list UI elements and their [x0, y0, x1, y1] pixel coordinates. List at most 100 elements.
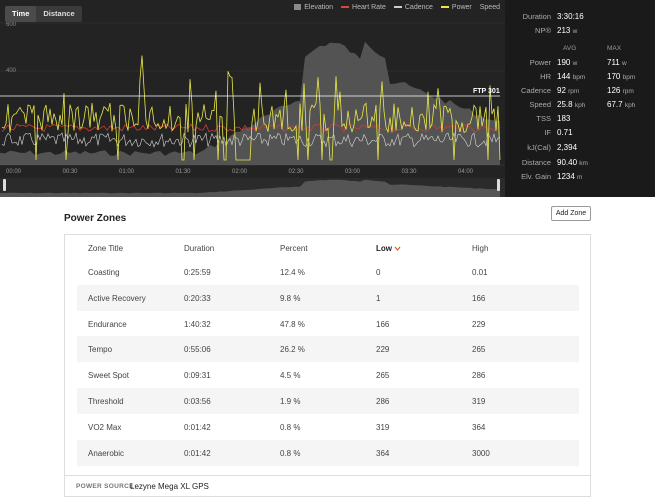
legend-power-label: Power: [451, 4, 472, 11]
stat-elev-label: Elv. Gain: [521, 172, 551, 181]
cell-duration: 0:01:42: [184, 422, 211, 432]
stat-if-label: IF: [544, 128, 551, 137]
cell-zone: VO2 Max: [88, 422, 122, 432]
cell-percent: 26.2 %: [280, 345, 305, 355]
range-handle-left[interactable]: [3, 179, 6, 191]
legend-cadence[interactable]: Cadence: [393, 4, 433, 11]
stat-cadence-max: 126: [607, 86, 621, 95]
table-row: Tempo 0:55:06 26.2 % 229 265: [77, 336, 579, 363]
x-tick-label: 02:30: [289, 169, 305, 175]
cell-zone: Sweet Spot: [88, 371, 129, 381]
stat-duration-value: 3:30:16: [557, 12, 584, 21]
stat-power-max: 711: [607, 58, 620, 67]
legend-heart-rate[interactable]: Heart Rate: [341, 4, 386, 11]
cell-duration: 0:01:42: [184, 448, 211, 458]
cell-zone: Active Recovery: [88, 293, 146, 303]
stat-duration: Duration 3:30:16: [505, 11, 655, 23]
stat-distance: Distance 90.40 km: [505, 157, 655, 169]
ftp-label: FTP 301: [473, 88, 500, 95]
cell-duration: 0:03:56: [184, 397, 211, 406]
power-zones-table: Zone Title Duration Percent Low High Coa…: [64, 234, 591, 497]
stat-hr-label: HR: [540, 72, 551, 81]
stat-cadence-max-wrap: 126 rpm: [607, 85, 634, 98]
stat-hr-avg: 144: [557, 72, 571, 81]
stat-speed-avg: 25.8: [557, 100, 573, 109]
cell-percent: 9.8 %: [280, 293, 301, 303]
legend-cadence-label: Cadence: [404, 4, 433, 11]
power-source-value: Lezyne Mega XL GPS: [130, 482, 209, 491]
stat-power-label: Power: [529, 58, 551, 67]
col-header-high[interactable]: High: [472, 244, 489, 253]
stats-panel: Duration 3:30:16 NP® 213 w AVG MAX Power…: [505, 0, 655, 197]
stat-power: Power 190 w 711 w: [505, 57, 655, 69]
add-zone-button[interactable]: Add Zone: [551, 206, 591, 221]
power-source: POWER SOURCE Lezyne Mega XL GPS: [65, 475, 590, 497]
cell-zone: Tempo: [88, 345, 113, 355]
elevation-swatch-icon: [294, 4, 302, 11]
stat-hr-max-wrap: 170 bpm: [607, 71, 635, 84]
stat-np-value: 213: [557, 26, 571, 35]
time-toggle-button[interactable]: Time: [5, 6, 37, 22]
stat-cadence-label: Cadence: [520, 86, 551, 95]
legend-power[interactable]: Power: [440, 4, 472, 11]
stat-tss-value: 183: [557, 114, 571, 123]
cell-low: 286: [376, 397, 390, 406]
distance-toggle-button[interactable]: Distance: [43, 9, 75, 18]
table-row: Active Recovery 0:20:33 9.8 % 1 166: [77, 284, 579, 311]
chart-svg[interactable]: 600 400 FTP 301 00:00 00:30 01:00 01:30 02:0…: [0, 0, 505, 197]
stat-cadence: Cadence 92 rpm 126 rpm: [505, 85, 655, 97]
heart-rate-path: [1, 123, 501, 133]
overview-elevation: [0, 179, 500, 197]
cell-percent: 12.4 %: [280, 268, 305, 277]
legend-elevation[interactable]: Elevation: [294, 4, 333, 11]
range-handle-right[interactable]: [497, 179, 500, 191]
stat-distance-unit: km: [579, 160, 588, 167]
x-axis-ticks: 00:00 00:30 01:00 01:30 02:00 02:30 03:00 03:30…: [6, 169, 474, 175]
stat-np-value-wrap: 213 w: [557, 25, 577, 38]
cell-high: 3000: [472, 448, 490, 458]
cell-low: 265: [376, 371, 390, 381]
stat-kj-label: kJ(Cal): [527, 143, 551, 152]
cell-low: 364: [376, 448, 390, 458]
table-row: Coasting 0:25:59 12.4 % 0 0.01: [77, 259, 579, 285]
stat-hr: HR 144 bpm 170 bpm: [505, 71, 655, 83]
stat-hr-max: 170: [607, 72, 621, 81]
stat-power-avg-unit: w: [572, 60, 578, 67]
stat-cadence-avg: 92: [557, 86, 566, 95]
stat-hr-avg-unit: bpm: [572, 74, 586, 81]
stat-tss-label: TSS: [536, 114, 551, 123]
cell-zone: Endurance: [88, 319, 127, 329]
cadence-swatch-icon: [393, 6, 402, 8]
x-tick-label: 00:00: [6, 169, 22, 175]
x-tick-label: 03:30: [402, 169, 418, 175]
cell-low: 1: [376, 293, 381, 303]
cell-duration: 1:40:32: [184, 319, 211, 329]
stat-speed-avg-wrap: 25.8 kph: [557, 99, 585, 112]
col-header-duration[interactable]: Duration: [184, 244, 215, 253]
stat-np-label: NP®: [535, 26, 551, 35]
activity-chart[interactable]: 600 400 FTP 301 00:00 00:30 01:00 01:30 02:0…: [0, 0, 505, 197]
sort-chevron-down-icon: [394, 247, 401, 252]
cell-high: 229: [472, 319, 486, 329]
col-header-low[interactable]: Low: [376, 244, 401, 253]
stat-hr-avg-wrap: 144 bpm: [557, 71, 585, 84]
x-tick-label: 04:00: [458, 169, 474, 175]
power-zones-title: Power Zones: [64, 213, 127, 224]
stat-speed-avg-unit: kph: [574, 102, 586, 109]
legend-speed[interactable]: Speed: [480, 4, 500, 11]
cell-high: 364: [472, 422, 486, 432]
cell-percent: 47.8 %: [280, 319, 305, 329]
table-row: Anaerobic 0:01:42 0.8 % 364 3000: [77, 439, 579, 466]
power-path: [1, 55, 501, 161]
stat-np: NP® 213 w: [505, 25, 655, 37]
power-swatch-icon: [440, 6, 449, 8]
stat-speed-max: 67.7: [607, 100, 623, 109]
col-header-zone[interactable]: Zone Title: [88, 244, 124, 253]
stat-if: IF 0.71: [505, 127, 655, 139]
cell-low: 0: [376, 268, 381, 277]
time-distance-toggle[interactable]: Time Distance: [5, 6, 82, 22]
cell-high: 265: [472, 345, 486, 355]
stat-elev-value: 1234: [557, 172, 575, 181]
col-header-percent[interactable]: Percent: [280, 244, 308, 253]
overview-strip[interactable]: [0, 178, 505, 197]
